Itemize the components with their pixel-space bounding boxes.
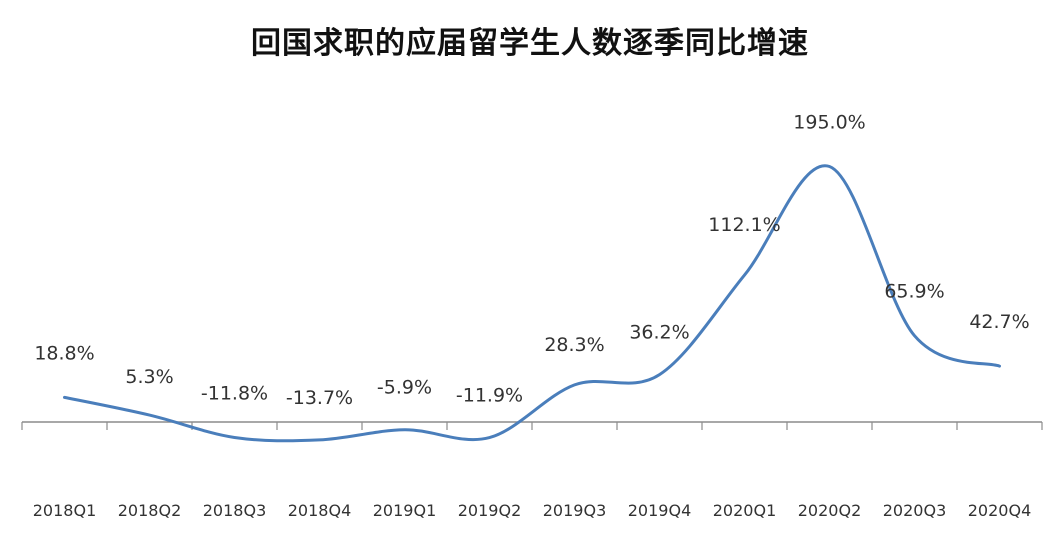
x-tick-label: 2018Q4 <box>288 501 352 520</box>
data-label: -5.9% <box>377 377 432 399</box>
data-label: 195.0% <box>793 112 865 134</box>
data-label: -11.9% <box>456 385 523 407</box>
chart-title: 回国求职的应届留学生人数逐季同比增速 <box>251 26 809 61</box>
x-tick-label: 2020Q1 <box>713 501 777 520</box>
data-label: 42.7% <box>969 311 1029 333</box>
data-label: -11.8% <box>201 382 268 404</box>
data-label: -13.7% <box>286 387 353 409</box>
x-tick-label: 2019Q4 <box>628 501 692 520</box>
x-axis <box>21 421 1043 430</box>
x-tick-label: 2019Q2 <box>458 501 522 520</box>
tick-label-layer: 2018Q1 2018Q2 2018Q3 2018Q4 2019Q1 2019Q2 2019… <box>33 501 1032 520</box>
x-tick-label: 2018Q2 <box>118 501 182 520</box>
x-tick-label: 2018Q3 <box>203 501 267 520</box>
data-label-layer: 18.8% 5.3% -11.8% -13.7% -5.9% -11.9% 28.3% 36.… <box>34 112 1029 409</box>
data-label: 36.2% <box>629 322 689 344</box>
data-label: 5.3% <box>125 366 173 388</box>
data-label: 112.1% <box>708 214 780 236</box>
x-tick-label: 2020Q2 <box>798 501 862 520</box>
x-tick-label: 2018Q1 <box>33 501 97 520</box>
series-line <box>63 164 1001 443</box>
x-tick-label: 2020Q3 <box>883 501 947 520</box>
x-tick-label: 2020Q4 <box>968 501 1032 520</box>
x-tick-label: 2019Q1 <box>373 501 437 520</box>
data-label: 28.3% <box>544 334 604 356</box>
series-line-layer <box>63 164 1001 443</box>
data-label: 65.9% <box>884 281 944 303</box>
x-tick-label: 2019Q3 <box>543 501 607 520</box>
data-label: 18.8% <box>34 342 94 364</box>
